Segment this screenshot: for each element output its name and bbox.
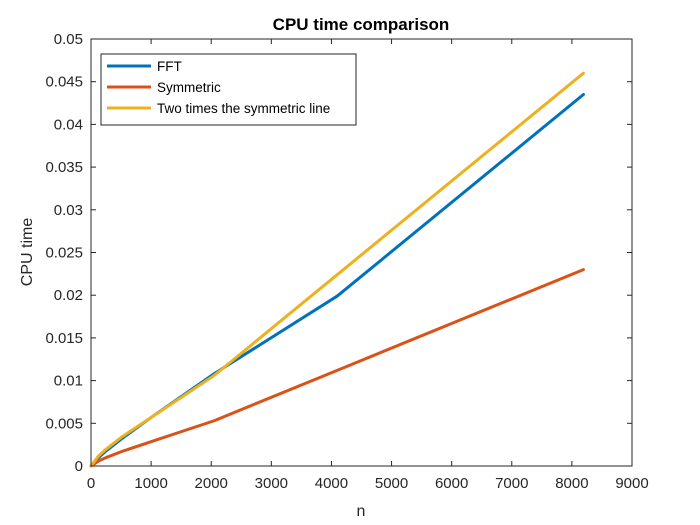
x-tick-label: 8000 [555,475,588,492]
y-axis-ticks: 0 0.005 0.01 0.015 0.02 0.025 0.03 0.035 0.04 0.0… [45,31,632,475]
y-tick-label: 0.015 [45,330,83,347]
y-tick-label: 0.05 [54,31,83,48]
y-tick-label: 0.01 [54,373,83,390]
series-line-3 [89,71,585,468]
series-line-2 [89,268,585,468]
x-tick-label: 7000 [495,475,528,492]
x-tick-label: 2000 [195,475,228,492]
x-tick-label: 5000 [375,475,408,492]
y-tick-label: 0.045 [45,74,83,91]
x-tick-label: 0 [87,475,95,492]
legend-entry-2: Symmetric [157,80,221,95]
y-tick-label: 0.03 [54,202,83,219]
x-axis-label: n [357,503,366,520]
x-tick-label: 9000 [615,475,648,492]
y-tick-label: 0.005 [45,415,83,432]
y-tick-label: 0.02 [54,287,83,304]
y-tick-label: 0.035 [45,159,83,176]
series-layer [89,71,585,468]
legend-entry-3: Two times the symmetric line [157,101,330,116]
x-axis-ticks: 0 1000 2000 3000 4000 5000 6000 7000 8000 9000 [87,39,649,492]
legend: FFT Symmetric Two times the symmetric line [100,53,357,126]
x-tick-label: 1000 [134,475,167,492]
legend-entry-1: FFT [157,59,182,74]
x-tick-label: 3000 [255,475,288,492]
y-tick-label: 0.04 [54,116,83,133]
y-axis-label: CPU time [19,218,36,287]
x-tick-label: 6000 [435,475,468,492]
chart-title: CPU time comparison [273,15,450,34]
y-tick-label: 0.025 [45,245,83,262]
y-tick-label: 0 [75,458,83,475]
x-tick-label: 4000 [315,475,348,492]
